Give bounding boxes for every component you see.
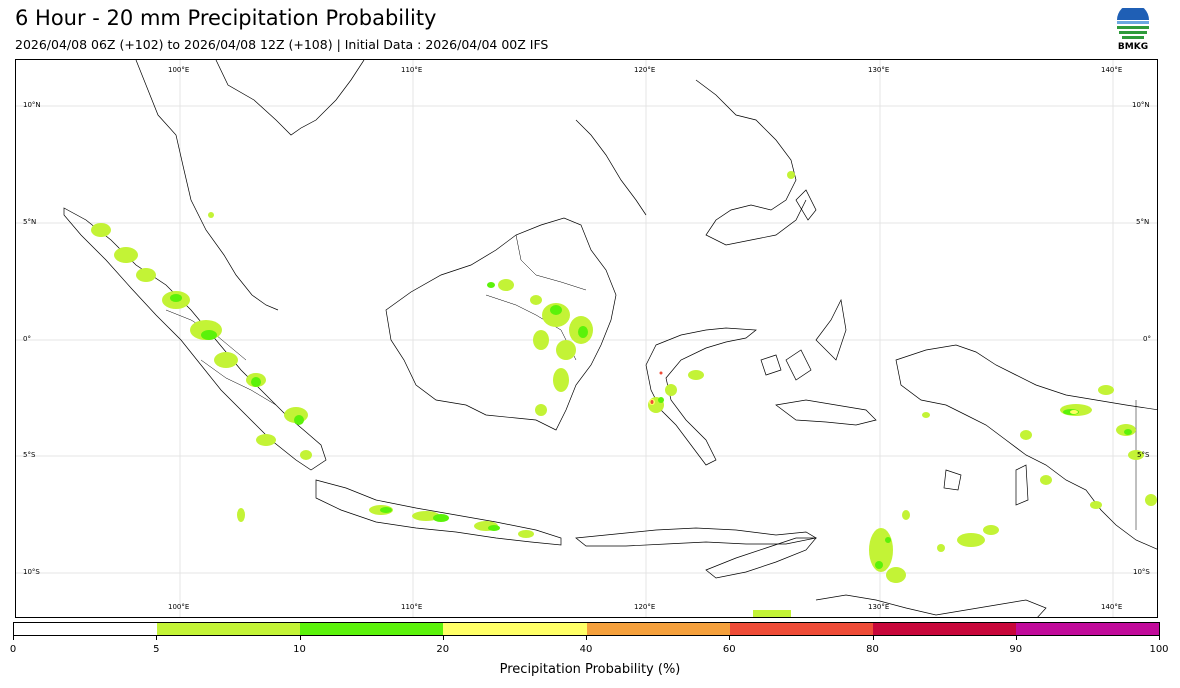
lon-label-bottom: 100°E — [168, 603, 190, 611]
precip-5-10-areas — [91, 171, 1157, 617]
chart-title: 6 Hour - 20 mm Precipitation Probability — [15, 6, 437, 30]
lat-label-right: 10°N — [1132, 101, 1150, 109]
map-canvas — [16, 60, 1157, 617]
lat-label-right: 0° — [1143, 335, 1151, 343]
colorbar-tick-label: 90 — [1009, 644, 1023, 655]
colorbar-tick-label: 0 — [9, 644, 17, 655]
colorbar-tick — [872, 636, 874, 640]
colorbar-tick-label: 100 — [1149, 644, 1169, 655]
lat-label-left: 10°S — [23, 568, 40, 576]
colorbar-tick-label: 10 — [293, 644, 306, 655]
colorbar-segment — [300, 623, 444, 635]
lat-label-right: 5°N — [1136, 218, 1150, 226]
lon-label-top: 110°E — [401, 66, 423, 74]
lon-label-bottom: 130°E — [868, 603, 890, 611]
bmkg-logo-icon: BMKG — [1112, 8, 1154, 54]
borders — [165, 234, 1137, 530]
lat-label-right: 5°S — [1137, 451, 1150, 459]
lon-label-top: 120°E — [634, 66, 656, 74]
map-panel: 100°E 110°E 120°E 130°E 140°E 100°E 110°… — [15, 59, 1158, 618]
lat-label-right: 10°S — [1133, 568, 1150, 576]
colorbar-tick-label: 40 — [579, 644, 593, 655]
logo-text: BMKG — [1117, 42, 1149, 52]
colorbar-segment — [14, 623, 158, 635]
colorbar-tick — [299, 636, 301, 640]
colorbar-segment — [872, 623, 1016, 635]
colorbar-segment — [729, 623, 873, 635]
colorbar-tick — [586, 636, 587, 640]
lon-label-top: 130°E — [868, 66, 890, 74]
precip-60-80-areas — [650, 371, 663, 404]
colorbar-tick — [1159, 636, 1160, 640]
colorbar-tick — [1015, 636, 1017, 640]
lon-label-top: 140°E — [1101, 66, 1123, 74]
lat-label-left: 5°N — [23, 218, 37, 226]
precip-20-40-areas — [649, 399, 1078, 414]
colorbar-tick-label: 80 — [866, 644, 879, 655]
colorbar-tick-label: 5 — [153, 644, 160, 655]
colorbar-segment — [1015, 623, 1159, 635]
colorbar-segment — [443, 623, 587, 635]
lon-label-top: 100°E — [168, 66, 190, 74]
lon-label-bottom: 140°E — [1101, 603, 1123, 611]
lon-label-bottom: 120°E — [634, 603, 656, 611]
coastlines — [63, 60, 1157, 617]
precip-10-20-areas — [170, 282, 1132, 569]
colorbar-tick — [442, 636, 444, 640]
colorbar-segment — [586, 623, 730, 635]
graticule — [16, 60, 1157, 617]
colorbar-tick-label: 20 — [436, 644, 450, 655]
colorbar — [13, 622, 1160, 636]
lon-label-bottom: 110°E — [401, 603, 423, 611]
colorbar-tick — [156, 636, 158, 640]
lat-label-left: 0° — [23, 335, 31, 343]
colorbar-title: Precipitation Probability (%) — [499, 662, 681, 677]
colorbar-tick — [13, 636, 14, 640]
chart-subtitle: 2026/04/08 06Z (+102) to 2026/04/08 12Z … — [15, 37, 549, 52]
colorbar-tick-label: 60 — [722, 644, 736, 655]
lat-label-left: 5°S — [23, 451, 36, 459]
colorbar-segment — [157, 623, 301, 635]
colorbar-tick — [729, 636, 731, 640]
lat-label-left: 10°N — [23, 101, 41, 109]
